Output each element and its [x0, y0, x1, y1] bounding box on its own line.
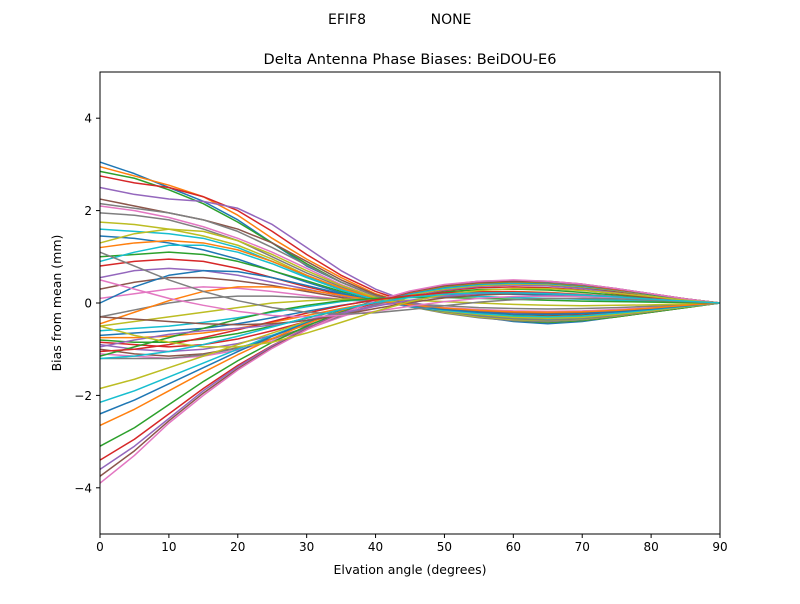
series-line-37 [99, 279, 721, 484]
suptitle-left: EFIF8 [328, 12, 366, 28]
series-line-48 [99, 251, 721, 315]
y-tick-label: −2 [74, 389, 92, 403]
series-layer [99, 161, 721, 484]
x-tick-label: 60 [506, 540, 521, 554]
y-tick-label: 2 [84, 204, 92, 218]
y-axis-label: Bias from mean (mm) [49, 235, 64, 372]
chart-title: Delta Antenna Phase Biases: BeiDOU-E6 [264, 52, 557, 68]
x-tick-label: 70 [575, 540, 590, 554]
y-axis: −4 −2 0 2 4 [74, 112, 100, 495]
y-tick-label: 4 [84, 112, 92, 126]
x-tick-label: 80 [643, 540, 658, 554]
x-axis: 0 10 20 30 40 50 60 70 80 90 [96, 534, 728, 554]
x-axis-label: Elvation angle (degrees) [333, 562, 486, 577]
y-tick-label: −4 [74, 481, 92, 495]
x-tick-label: 90 [712, 540, 727, 554]
x-tick-label: 20 [230, 540, 245, 554]
x-tick-label: 40 [368, 540, 383, 554]
x-tick-label: 0 [96, 540, 104, 554]
series-line-18 [99, 295, 721, 318]
y-tick-label: 0 [84, 297, 92, 311]
series-line-47 [99, 279, 721, 318]
x-tick-label: 10 [161, 540, 176, 554]
suptitle-right: NONE [431, 12, 472, 28]
series-line-49 [99, 287, 721, 348]
x-tick-label: 50 [437, 540, 452, 554]
series-line-50 [99, 292, 721, 360]
x-tick-label: 30 [299, 540, 314, 554]
